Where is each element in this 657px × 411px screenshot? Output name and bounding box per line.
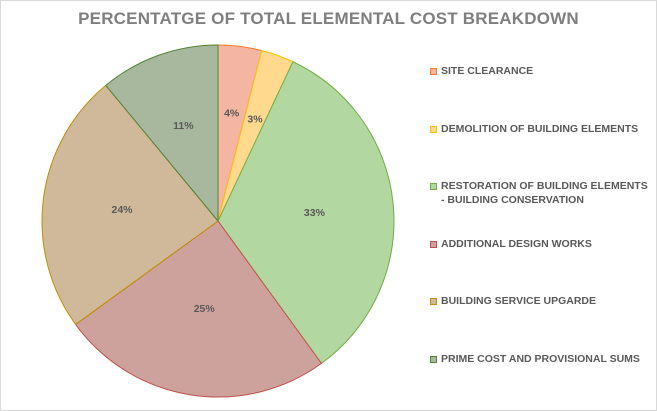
legend-swatch bbox=[430, 68, 437, 75]
legend-label: RESTORATION OF BUILDING ELEMENTS - BUILD… bbox=[441, 180, 648, 206]
legend-swatch bbox=[430, 356, 437, 363]
legend-label: SITE CLEARANCE bbox=[441, 65, 534, 77]
legend-label: BUILDING SERVICE UPGARDE bbox=[441, 295, 596, 307]
data-label-restoration: 33% bbox=[304, 207, 326, 219]
legend-swatch bbox=[430, 298, 437, 305]
legend-swatch bbox=[430, 126, 437, 133]
data-label-site-clearance: 4% bbox=[224, 108, 240, 120]
legend-label: ADDITIONAL DESIGN WORKS bbox=[441, 238, 592, 250]
data-label-prime-cost: 11% bbox=[173, 120, 194, 132]
pie-slice-building-service[interactable] bbox=[41, 84, 219, 325]
pie-slice-prime-cost[interactable] bbox=[105, 44, 219, 222]
legend-label: DEMOLITION OF BUILDING ELEMENTS bbox=[441, 123, 639, 135]
pie-slice-additional-design[interactable] bbox=[75, 220, 322, 398]
legend: SITE CLEARANCE DEMOLITION OF BUILDING ELE… bbox=[430, 0, 655, 411]
data-label-demolition: 3% bbox=[247, 113, 263, 125]
legend-swatch bbox=[430, 183, 437, 190]
chart-title: PERCENTATGE OF TOTAL ELEMENTAL COST BREA… bbox=[78, 9, 579, 28]
data-label-building-service: 24% bbox=[111, 204, 133, 216]
pie-slice-restoration[interactable] bbox=[217, 61, 395, 364]
legend-swatch bbox=[430, 241, 437, 248]
legend-label: PRIME COST AND PROVISIONAL SUMS bbox=[441, 353, 640, 365]
data-label-additional-design: 25% bbox=[194, 303, 216, 315]
